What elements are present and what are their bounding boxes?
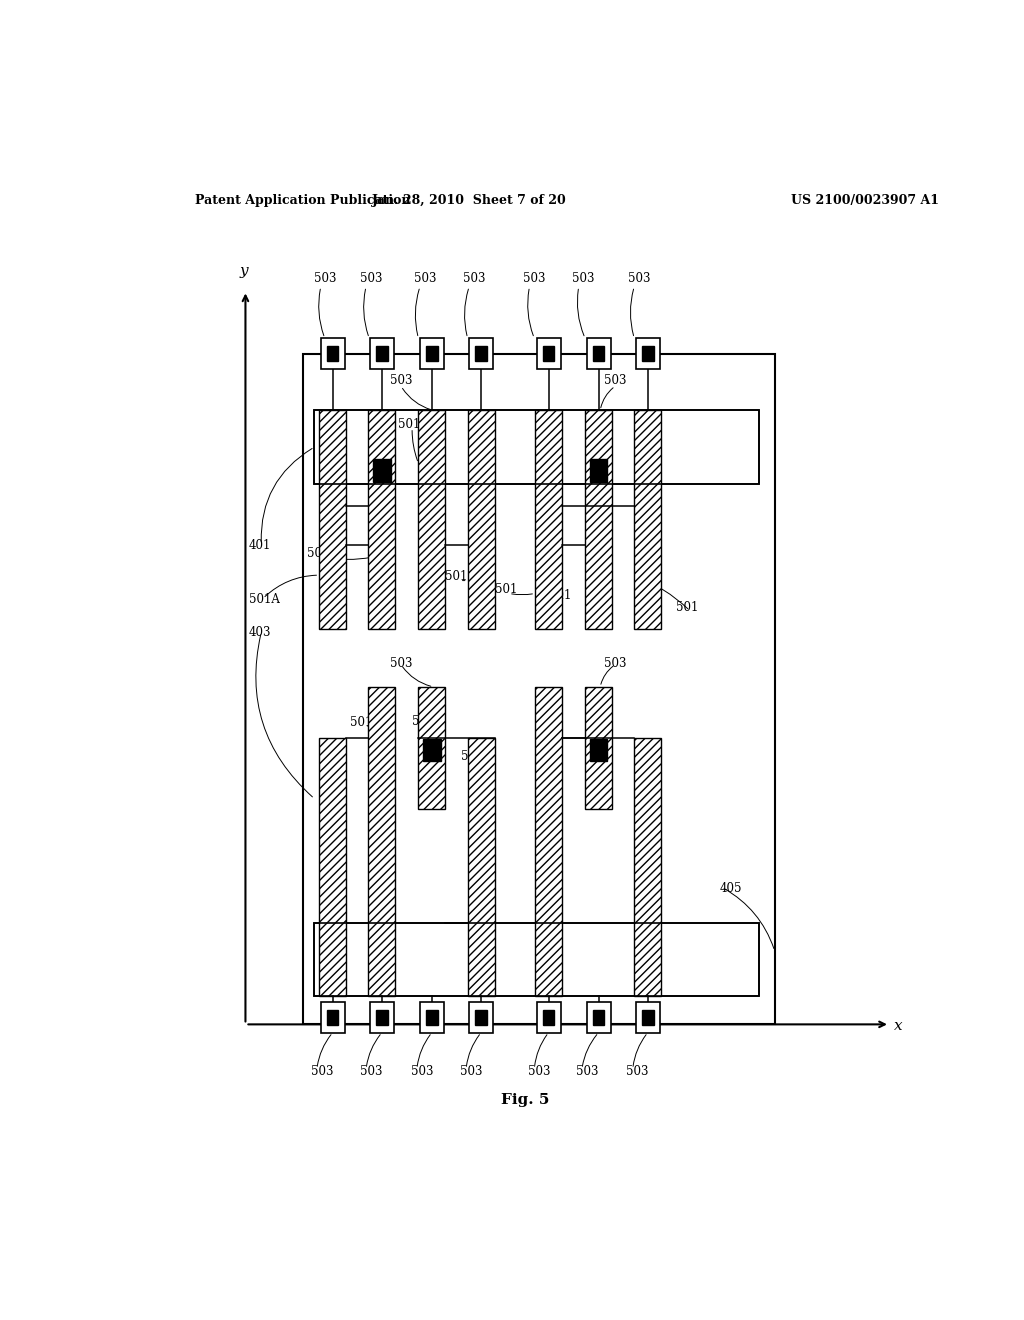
Bar [642, 346, 653, 360]
Bar [420, 1002, 443, 1032]
Bar [369, 411, 395, 630]
Text: 503: 503 [390, 656, 413, 669]
Bar [587, 1002, 610, 1032]
Bar [634, 738, 662, 995]
Bar [469, 1002, 494, 1032]
Bar [590, 459, 607, 482]
Text: 503: 503 [463, 272, 485, 285]
Bar [321, 1002, 345, 1032]
Bar [370, 1002, 394, 1032]
Text: 501: 501 [350, 715, 373, 729]
Bar [536, 686, 562, 995]
Bar [634, 411, 662, 630]
Bar [593, 1010, 604, 1024]
Bar [314, 923, 759, 995]
Text: Patent Application Publication: Patent Application Publication [196, 194, 411, 207]
Bar [376, 1010, 388, 1024]
Bar [327, 1010, 339, 1024]
Text: 503: 503 [411, 1065, 433, 1078]
Bar [319, 411, 346, 630]
Bar [475, 1010, 486, 1024]
Bar [468, 411, 495, 630]
Text: 503: 503 [627, 1065, 649, 1078]
Text: 405: 405 [719, 882, 741, 895]
Text: 503: 503 [390, 374, 413, 387]
Text: 503: 503 [414, 272, 436, 285]
Bar [373, 459, 391, 482]
Bar [636, 338, 659, 368]
Bar [303, 354, 775, 1024]
Bar [426, 1010, 437, 1024]
Bar [468, 738, 495, 995]
Bar [537, 1002, 560, 1032]
Text: Fig. 5: Fig. 5 [501, 1093, 549, 1106]
Bar [426, 346, 437, 360]
Bar [593, 346, 604, 360]
Text: 503: 503 [628, 272, 650, 285]
Bar [327, 346, 339, 360]
Text: 503: 503 [359, 1065, 382, 1078]
Bar [419, 411, 445, 630]
Bar [543, 1010, 554, 1024]
Bar [419, 686, 445, 809]
Text: 503: 503 [359, 272, 382, 285]
Bar [537, 338, 560, 368]
Text: y: y [240, 264, 248, 279]
Text: 501: 501 [461, 750, 483, 763]
Bar [585, 686, 612, 809]
Text: 501: 501 [495, 583, 517, 597]
Bar [370, 338, 394, 368]
Text: 501A: 501A [249, 593, 280, 606]
Bar [590, 739, 607, 762]
Text: 503: 503 [310, 1065, 333, 1078]
Bar [314, 411, 759, 483]
Text: 401: 401 [249, 539, 271, 552]
Bar [469, 338, 494, 368]
Text: Jan. 28, 2010  Sheet 7 of 20: Jan. 28, 2010 Sheet 7 of 20 [372, 194, 566, 207]
Text: 503: 503 [460, 1065, 482, 1078]
Bar [585, 411, 612, 630]
Bar [420, 338, 443, 368]
Text: 503: 503 [528, 1065, 551, 1078]
Text: US 2100/0023907 A1: US 2100/0023907 A1 [791, 194, 939, 207]
Bar [369, 686, 395, 995]
Text: 501: 501 [397, 417, 420, 430]
Text: 503: 503 [572, 272, 595, 285]
Text: 501: 501 [549, 589, 571, 602]
Text: 403: 403 [249, 626, 271, 639]
Text: x: x [894, 1019, 902, 1032]
Text: 501: 501 [412, 714, 434, 727]
Text: 503: 503 [604, 374, 627, 387]
Bar [587, 338, 610, 368]
Bar [376, 346, 388, 360]
Bar [642, 1010, 653, 1024]
Bar [536, 411, 562, 630]
Bar [423, 739, 440, 762]
Bar [321, 338, 345, 368]
Bar [475, 346, 486, 360]
Text: 503: 503 [523, 272, 546, 285]
Bar [543, 346, 554, 360]
Text: 501: 501 [306, 546, 329, 560]
Text: 501: 501 [676, 601, 698, 614]
Bar [319, 738, 346, 995]
Text: 501: 501 [445, 570, 468, 583]
Text: 503: 503 [575, 1065, 598, 1078]
Text: 503: 503 [604, 656, 627, 669]
Text: 503: 503 [314, 272, 337, 285]
Bar [636, 1002, 659, 1032]
Bar [314, 923, 759, 995]
Bar [314, 411, 759, 483]
